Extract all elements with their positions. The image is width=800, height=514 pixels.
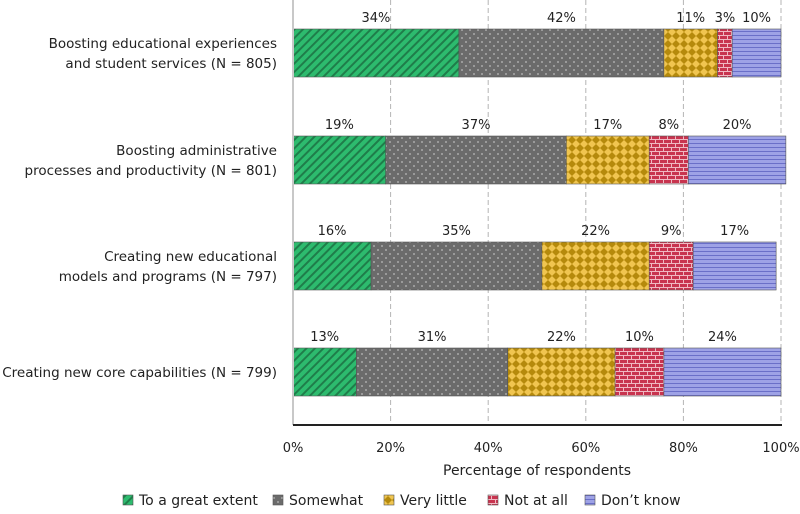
data-label: 22% — [547, 330, 576, 345]
data-label: 11% — [676, 11, 705, 26]
legend-label: Very little — [400, 493, 467, 509]
x-axis: 0% 20% 40% 60% 80% 100% — [283, 0, 800, 456]
data-label: 13% — [310, 330, 339, 345]
bar-segment-don-t-know — [731, 28, 782, 78]
category-label: and student services (N = 805) — [65, 56, 277, 72]
bar-segment-somewhat — [356, 347, 509, 397]
data-label: 9% — [661, 224, 682, 239]
data-label: 10% — [742, 11, 771, 26]
category-label: Boosting educational experiences — [49, 36, 277, 52]
legend-label: Not at all — [504, 493, 568, 509]
legend-label: Somewhat — [289, 493, 364, 509]
legend-label: To a great extent — [138, 493, 258, 509]
bar-segment-don-t-know — [663, 347, 782, 397]
data-label: 42% — [547, 11, 576, 26]
x-axis-title: Percentage of respondents — [443, 463, 631, 479]
data-label: 10% — [625, 330, 654, 345]
data-label: 31% — [418, 330, 447, 345]
data-label: 16% — [318, 224, 347, 239]
data-label: 34% — [362, 11, 391, 26]
bar-segment-don-t-know — [692, 241, 777, 291]
data-label: 24% — [708, 330, 737, 345]
value-labels: 34% 42% 11% 3% 10% 19% 37% 17% 8% 20% 16% 35% 22% 9% 1… — [310, 11, 771, 345]
bar-segment-to-a-great-extent — [292, 347, 357, 397]
legend: To a great extent Somewhat Very little Not … — [122, 493, 681, 509]
bar-segment-to-a-great-extent — [292, 135, 387, 185]
bar-segment-don-t-know — [687, 135, 787, 185]
x-tick-label: 100% — [762, 441, 799, 456]
legend-label: Don’t know — [601, 493, 681, 509]
data-label: 19% — [325, 118, 354, 133]
data-label: 17% — [593, 118, 622, 133]
data-label: 20% — [723, 118, 752, 133]
bar-segment-to-a-great-extent — [292, 241, 372, 291]
bar-segment-very-little — [507, 347, 616, 397]
category-labels: Boosting educational experiences and stud… — [2, 36, 277, 381]
bar-segment-to-a-great-extent — [292, 28, 460, 78]
bar-segment-somewhat — [458, 28, 665, 78]
bar-segment-not-at-all — [648, 241, 694, 291]
bar-segment-somewhat — [370, 241, 543, 291]
x-tick-label: 20% — [376, 441, 405, 456]
legend-swatch — [122, 494, 134, 506]
data-label: 22% — [581, 224, 610, 239]
category-label: Boosting administrative — [116, 143, 277, 159]
x-tick-label: 60% — [571, 441, 600, 456]
data-label: 17% — [720, 224, 749, 239]
legend-swatch — [272, 494, 284, 506]
bar-segment-very-little — [565, 135, 650, 185]
bar-segment-somewhat — [385, 135, 567, 185]
category-label: Creating new core capabilities (N = 799) — [2, 365, 277, 381]
legend-swatch — [383, 494, 395, 506]
category-label: models and programs (N = 797) — [59, 269, 277, 285]
bar-segment-not-at-all — [648, 135, 689, 185]
bar-segment-very-little — [541, 241, 650, 291]
bars — [292, 28, 787, 397]
data-label: 37% — [462, 118, 491, 133]
data-label: 35% — [442, 224, 471, 239]
bar-segment-not-at-all — [717, 28, 733, 78]
legend-swatch — [487, 494, 499, 506]
x-tick-label: 40% — [474, 441, 503, 456]
bar-segment-not-at-all — [614, 347, 665, 397]
x-tick-label: 80% — [669, 441, 698, 456]
legend-swatch — [584, 494, 596, 506]
data-label: 3% — [715, 11, 736, 26]
data-label: 8% — [658, 118, 679, 133]
category-label: processes and productivity (N = 801) — [25, 163, 277, 179]
x-tick-label: 0% — [283, 441, 304, 456]
bar-segment-very-little — [663, 28, 718, 78]
category-label: Creating new educational — [104, 249, 277, 265]
